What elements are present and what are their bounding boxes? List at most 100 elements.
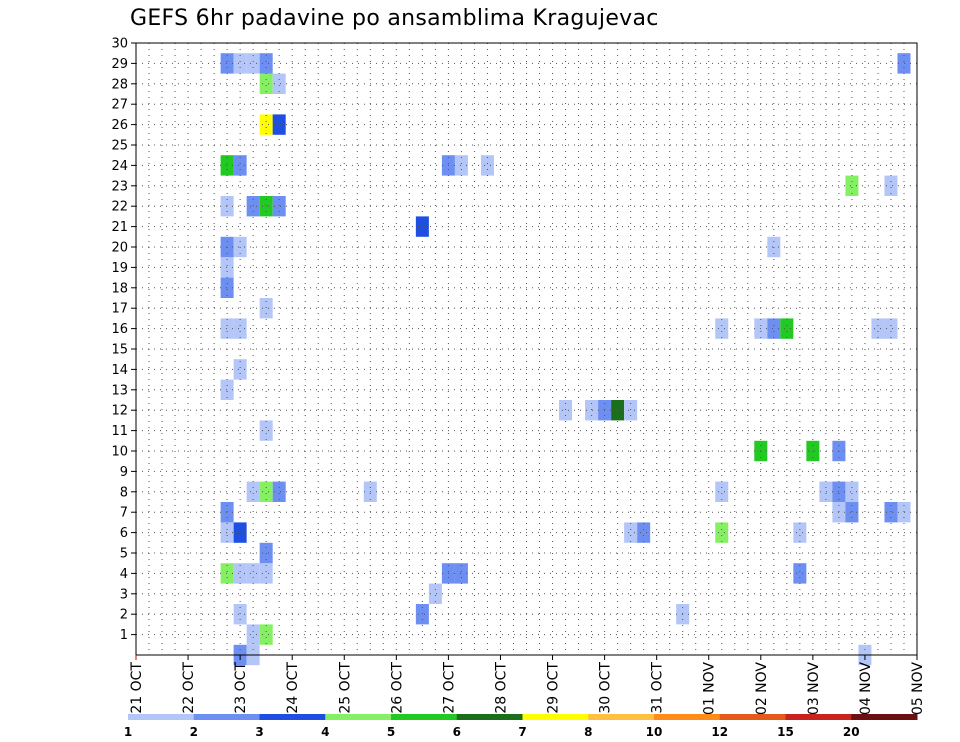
y-tick-label: 14 xyxy=(111,363,128,378)
x-tick-label: 01 NOV xyxy=(702,662,718,716)
color-legend: 1 2 3 4 5 6 7 8 10 12 15 20 xyxy=(124,714,918,739)
y-tick-label: 19 xyxy=(111,261,128,276)
y-tick-label: 24 xyxy=(111,159,128,174)
y-tick-label: 16 xyxy=(111,322,128,337)
legend-swatch xyxy=(128,714,195,720)
legend-swatch xyxy=(588,714,655,720)
heatmap-cell xyxy=(454,155,468,176)
heatmap-cell xyxy=(272,73,286,94)
heatmap-cell xyxy=(220,257,234,278)
heatmap-cell xyxy=(897,502,911,523)
legend-label: 7 xyxy=(518,725,526,739)
y-tick-label: 29 xyxy=(111,57,128,72)
heatmap-cell xyxy=(767,318,781,339)
y-axis-ticks: 1234567891011121314151617181920212223242… xyxy=(111,37,136,643)
y-tick-label: 7 xyxy=(120,506,128,521)
y-tick-label: 23 xyxy=(111,179,128,194)
y-tick-label: 6 xyxy=(120,526,128,541)
heatmap-cell xyxy=(819,481,833,502)
y-tick-label: 11 xyxy=(111,424,128,439)
legend-label: 12 xyxy=(711,725,728,739)
heatmap-cell xyxy=(415,216,429,237)
legend-swatch xyxy=(193,714,260,720)
legend-label: 4 xyxy=(321,725,329,739)
heatmap-cell xyxy=(246,624,260,645)
x-tick-label: 24 OCT xyxy=(285,662,301,714)
heatmap-cell xyxy=(480,155,494,176)
y-tick-label: 25 xyxy=(111,139,128,154)
heatmap-cell xyxy=(220,522,234,543)
y-tick-label: 18 xyxy=(111,281,128,296)
legend-swatch xyxy=(851,714,918,720)
heatmap-cell xyxy=(220,379,234,400)
x-tick-label: 26 OCT xyxy=(389,662,405,714)
heatmap-cell xyxy=(246,196,260,217)
heatmap-cell xyxy=(233,318,247,339)
heatmap-cell xyxy=(233,359,247,380)
y-tick-label: 12 xyxy=(111,404,128,419)
chart-title: GEFS 6hr padavine po ansamblima Kragujev… xyxy=(130,6,659,31)
heatmap-cell xyxy=(259,298,273,319)
heatmap-cell xyxy=(845,481,859,502)
legend-swatch xyxy=(259,714,326,720)
heatmap-cell xyxy=(220,53,234,74)
heatmap-cell xyxy=(220,155,234,176)
legend-label: 5 xyxy=(387,725,395,739)
heatmap-cell xyxy=(246,53,260,74)
x-tick-label: 28 OCT xyxy=(493,662,509,714)
x-tick-label: 03 NOV xyxy=(806,662,822,716)
legend-swatch xyxy=(654,714,721,720)
heatmap-cell xyxy=(220,502,234,523)
heatmap-cell xyxy=(897,53,911,74)
x-axis-ticks: 21 OCT 22 OCT 23 OCT 24 OCT 25 OCT 26 OCT 27 O… xyxy=(129,655,926,715)
y-tick-label: 15 xyxy=(111,343,128,358)
y-tick-label: 4 xyxy=(120,567,128,582)
legend-swatch xyxy=(719,714,786,720)
y-tick-label: 9 xyxy=(120,465,128,480)
legend-label: 8 xyxy=(584,725,592,739)
heatmap-cell xyxy=(220,196,234,217)
legend-swatch xyxy=(785,714,852,720)
gridlines xyxy=(136,43,917,655)
legend-label: 20 xyxy=(843,725,860,739)
x-tick-label: 23 OCT xyxy=(233,662,249,714)
y-tick-label: 22 xyxy=(111,200,128,215)
legend-swatch xyxy=(522,714,589,720)
heatmap-cell xyxy=(871,318,885,339)
data-cells xyxy=(220,53,911,666)
heatmap-cell xyxy=(220,563,234,584)
heatmap-cell xyxy=(259,73,273,94)
heatmap-cell xyxy=(884,175,898,196)
heatmap-cell xyxy=(220,277,234,298)
heatmap-cell xyxy=(793,522,807,543)
legend-label: 6 xyxy=(453,725,461,739)
legend-label: 15 xyxy=(777,725,794,739)
heatmap-cell xyxy=(585,400,599,421)
heatmap-cell xyxy=(233,522,247,543)
heatmap-cell xyxy=(715,318,729,339)
y-tick-label: 10 xyxy=(111,445,128,460)
heatmap-cell xyxy=(259,481,273,502)
heatmap-cell xyxy=(637,522,651,543)
legend-label: 10 xyxy=(646,725,663,739)
heatmap-cell xyxy=(845,502,859,523)
heatmap-cell xyxy=(793,563,807,584)
heatmap-cell xyxy=(884,318,898,339)
x-tick-label: 25 OCT xyxy=(337,662,353,714)
heatmap-cell xyxy=(715,481,729,502)
heatmap-cell xyxy=(611,400,625,421)
y-tick-label: 21 xyxy=(111,220,128,235)
heatmap-cell xyxy=(845,175,859,196)
y-tick-label: 30 xyxy=(111,37,128,52)
heatmap-cell xyxy=(624,522,638,543)
y-tick-label: 13 xyxy=(111,383,128,398)
heatmap-cell xyxy=(624,400,638,421)
x-tick-label: 02 NOV xyxy=(754,662,770,716)
heatmap-cell xyxy=(428,583,442,604)
x-tick-label: 27 OCT xyxy=(441,662,457,714)
y-tick-label: 26 xyxy=(111,118,128,133)
y-tick-label: 28 xyxy=(111,77,128,92)
heatmap-cell xyxy=(259,563,273,584)
heatmap-cell xyxy=(415,604,429,625)
